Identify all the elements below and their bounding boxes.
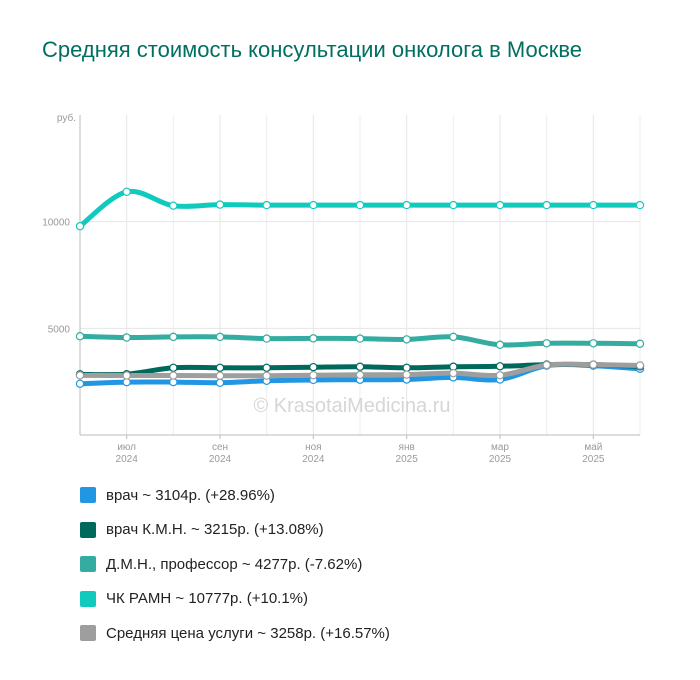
data-point <box>309 200 318 210</box>
legend-swatch <box>80 590 96 607</box>
x-tick-label: сен <box>212 442 228 453</box>
data-point <box>122 187 131 196</box>
data-point <box>215 332 225 342</box>
x-tick-label: мар <box>491 442 509 453</box>
data-point <box>495 340 505 349</box>
legend-item[interactable]: врач К.М.Н. ~ 3215р. (+13.08%) <box>80 520 390 540</box>
data-point <box>169 201 178 210</box>
x-tick-label: ноя <box>305 442 322 453</box>
data-point <box>402 370 411 379</box>
legend-item[interactable]: врач ~ 3104р. (+28.96%) <box>80 485 390 505</box>
data-point <box>402 363 411 372</box>
data-point <box>635 200 645 210</box>
data-point <box>122 333 131 342</box>
series-points <box>75 187 645 388</box>
data-point <box>635 361 645 370</box>
x-tick-year: 2024 <box>209 454 232 465</box>
data-point <box>589 339 598 348</box>
data-point <box>589 200 598 210</box>
legend-swatch <box>80 521 96 538</box>
data-point <box>309 362 318 372</box>
data-point <box>355 200 365 210</box>
data-point <box>355 334 365 343</box>
data-point <box>589 360 598 369</box>
legend-swatch <box>80 625 96 641</box>
data-point <box>215 371 225 380</box>
legend-label: Д.М.Н., профессор ~ 4277р. (-7.62%) <box>106 555 363 573</box>
legend-label: Средняя цена услуги ~ 3258р. (+16.57%) <box>106 624 390 642</box>
x-tick-label: май <box>584 442 602 453</box>
x-tick-label: июл <box>117 442 136 453</box>
data-point <box>449 200 458 210</box>
data-point <box>635 339 645 348</box>
x-tick-year: 2025 <box>582 454 605 465</box>
data-point <box>495 200 505 210</box>
data-point <box>75 221 85 231</box>
data-point <box>309 371 318 380</box>
chart-title: Средняя стоимость консультации онколога … <box>42 37 582 62</box>
legend-item[interactable]: ЧК РАМН ~ 10777р. (+10.1%) <box>80 589 390 609</box>
y-axis-label: руб. <box>57 112 76 124</box>
data-point <box>75 332 85 341</box>
x-tick-year: 2025 <box>489 454 512 465</box>
x-tick-year: 2024 <box>302 454 325 465</box>
legend: врач ~ 3104р. (+28.96%) врач К.М.Н. ~ 321… <box>80 485 390 658</box>
data-point <box>262 200 271 210</box>
data-point <box>402 200 411 210</box>
data-point <box>355 362 365 371</box>
legend-label: врач ~ 3104р. (+28.96%) <box>106 486 275 504</box>
x-tick-year: 2024 <box>116 454 139 465</box>
data-point <box>495 362 505 371</box>
data-point <box>449 368 458 378</box>
data-point <box>169 371 178 380</box>
legend-item[interactable]: Д.М.Н., профессор ~ 4277р. (-7.62%) <box>80 554 390 574</box>
x-tick-label: янв <box>399 442 415 453</box>
grid <box>79 115 641 435</box>
tick-labels: 100005000июл2024сен2024ноя2024янв2025мар… <box>42 218 605 465</box>
data-point <box>262 363 271 372</box>
legend-swatch <box>80 487 96 503</box>
data-point <box>402 335 411 344</box>
legend-swatch <box>80 556 96 572</box>
data-point <box>542 360 551 370</box>
data-point <box>75 371 85 380</box>
data-point <box>169 332 178 342</box>
data-point <box>495 371 505 380</box>
data-point <box>262 371 271 380</box>
watermark: © KrasotaiMedicina.ru <box>253 395 450 417</box>
data-point <box>215 363 225 372</box>
chart-area: руб. © KrasotaiMedicina.ru 100005000июл2… <box>42 112 645 465</box>
data-point <box>215 200 225 209</box>
y-tick-label: 5000 <box>48 324 71 335</box>
legend-item[interactable]: Средняя цена услуги ~ 3258р. (+16.57%) <box>80 623 390 643</box>
data-point <box>169 363 178 372</box>
data-point <box>215 378 225 387</box>
legend-label: врач К.М.Н. ~ 3215р. (+13.08%) <box>106 521 324 538</box>
data-point <box>75 379 85 388</box>
data-point <box>542 200 551 210</box>
data-point <box>122 371 131 380</box>
data-point <box>355 370 365 380</box>
data-point <box>309 334 318 343</box>
data-point <box>542 339 551 348</box>
data-point <box>262 334 271 343</box>
data-point <box>449 332 458 342</box>
x-tick-year: 2025 <box>396 454 419 465</box>
legend-label: ЧК РАМН ~ 10777р. (+10.1%) <box>106 590 309 607</box>
y-tick-label: 10000 <box>42 218 70 229</box>
